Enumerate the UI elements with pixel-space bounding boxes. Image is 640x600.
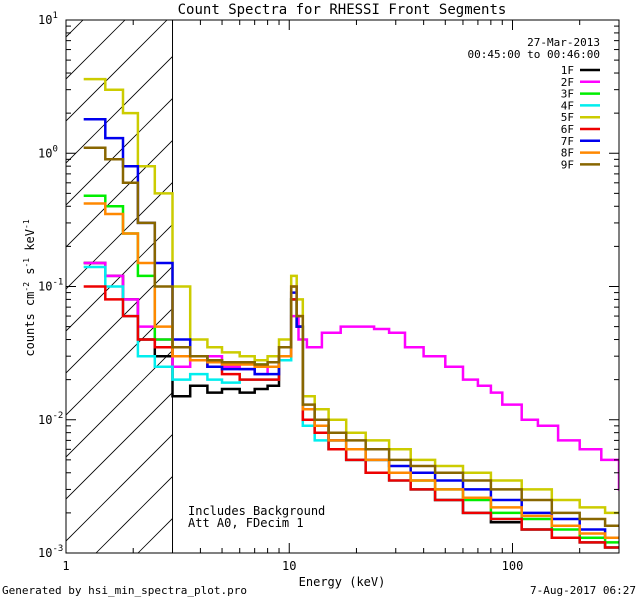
x-tick-label: 1 bbox=[62, 559, 69, 573]
y-tick-base: 10 bbox=[38, 280, 52, 294]
x-axis-label: Energy (keV) bbox=[299, 575, 386, 589]
hatched-excluded-region bbox=[66, 20, 173, 553]
axis-ticks bbox=[65, 20, 620, 554]
hatch-line bbox=[66, 20, 126, 80]
legend-label: 6F bbox=[561, 123, 574, 136]
y-tick-label: 101 bbox=[38, 11, 58, 27]
hatch-line bbox=[66, 181, 173, 290]
y-tick-base: 10 bbox=[38, 13, 52, 27]
y-tick-label: 10-3 bbox=[38, 544, 63, 560]
x-tick-label: 10 bbox=[282, 559, 296, 573]
hatch-line bbox=[66, 20, 168, 122]
hatch-line bbox=[66, 223, 173, 332]
x-tick-label: 100 bbox=[502, 559, 524, 573]
legend-label: 7F bbox=[561, 135, 574, 148]
legend-label: 1F bbox=[561, 64, 574, 77]
series-layer bbox=[83, 77, 619, 549]
y-tick-exponent: 0 bbox=[52, 144, 57, 154]
hatch-line bbox=[66, 349, 173, 458]
background-note: Includes Background bbox=[188, 504, 325, 518]
attenuator-note: Att A0, FDecim 1 bbox=[188, 516, 304, 530]
y-tick-base: 10 bbox=[38, 413, 52, 427]
generated-by-footer: Generated by hsi_min_spectra_plot.pro bbox=[2, 584, 247, 597]
legend-label: 4F bbox=[561, 99, 574, 112]
series-line-2F bbox=[83, 261, 619, 491]
y-tick-base: 10 bbox=[38, 546, 52, 560]
legend-label: 3F bbox=[561, 88, 574, 101]
legend-label: 5F bbox=[561, 111, 574, 124]
observation-date: 27-Mar-2013 bbox=[527, 36, 600, 49]
y-axis-label: counts cm-2 s-1 keV-1 bbox=[22, 219, 37, 356]
chart-title: Count Spectra for RHESSI Front Segments bbox=[178, 2, 507, 18]
y-tick-base: 10 bbox=[38, 146, 52, 160]
hatch-line bbox=[66, 433, 173, 542]
y-tick-label: 10-2 bbox=[38, 411, 63, 427]
generation-date-footer: 7-Aug-2017 06:27 bbox=[530, 584, 636, 597]
y-tick-label: 100 bbox=[38, 144, 58, 160]
series-line-9F bbox=[83, 146, 619, 528]
y-tick-exponent: -3 bbox=[52, 544, 63, 554]
hatch-line bbox=[66, 391, 173, 500]
x-tick-labels: 1 10 100 bbox=[62, 559, 523, 573]
y-tick-exponent: -2 bbox=[52, 411, 63, 421]
y-tick-label: 10-1 bbox=[38, 278, 63, 294]
y-tick-exponent: 1 bbox=[52, 11, 57, 21]
y-tick-exponent: -1 bbox=[52, 278, 63, 288]
legend-label: 8F bbox=[561, 147, 574, 160]
legend-label: 9F bbox=[561, 158, 574, 171]
series-line-5F bbox=[83, 77, 619, 515]
legend-label: 2F bbox=[561, 76, 574, 89]
time-range: 00:45:00 to 00:46:00 bbox=[468, 48, 600, 61]
